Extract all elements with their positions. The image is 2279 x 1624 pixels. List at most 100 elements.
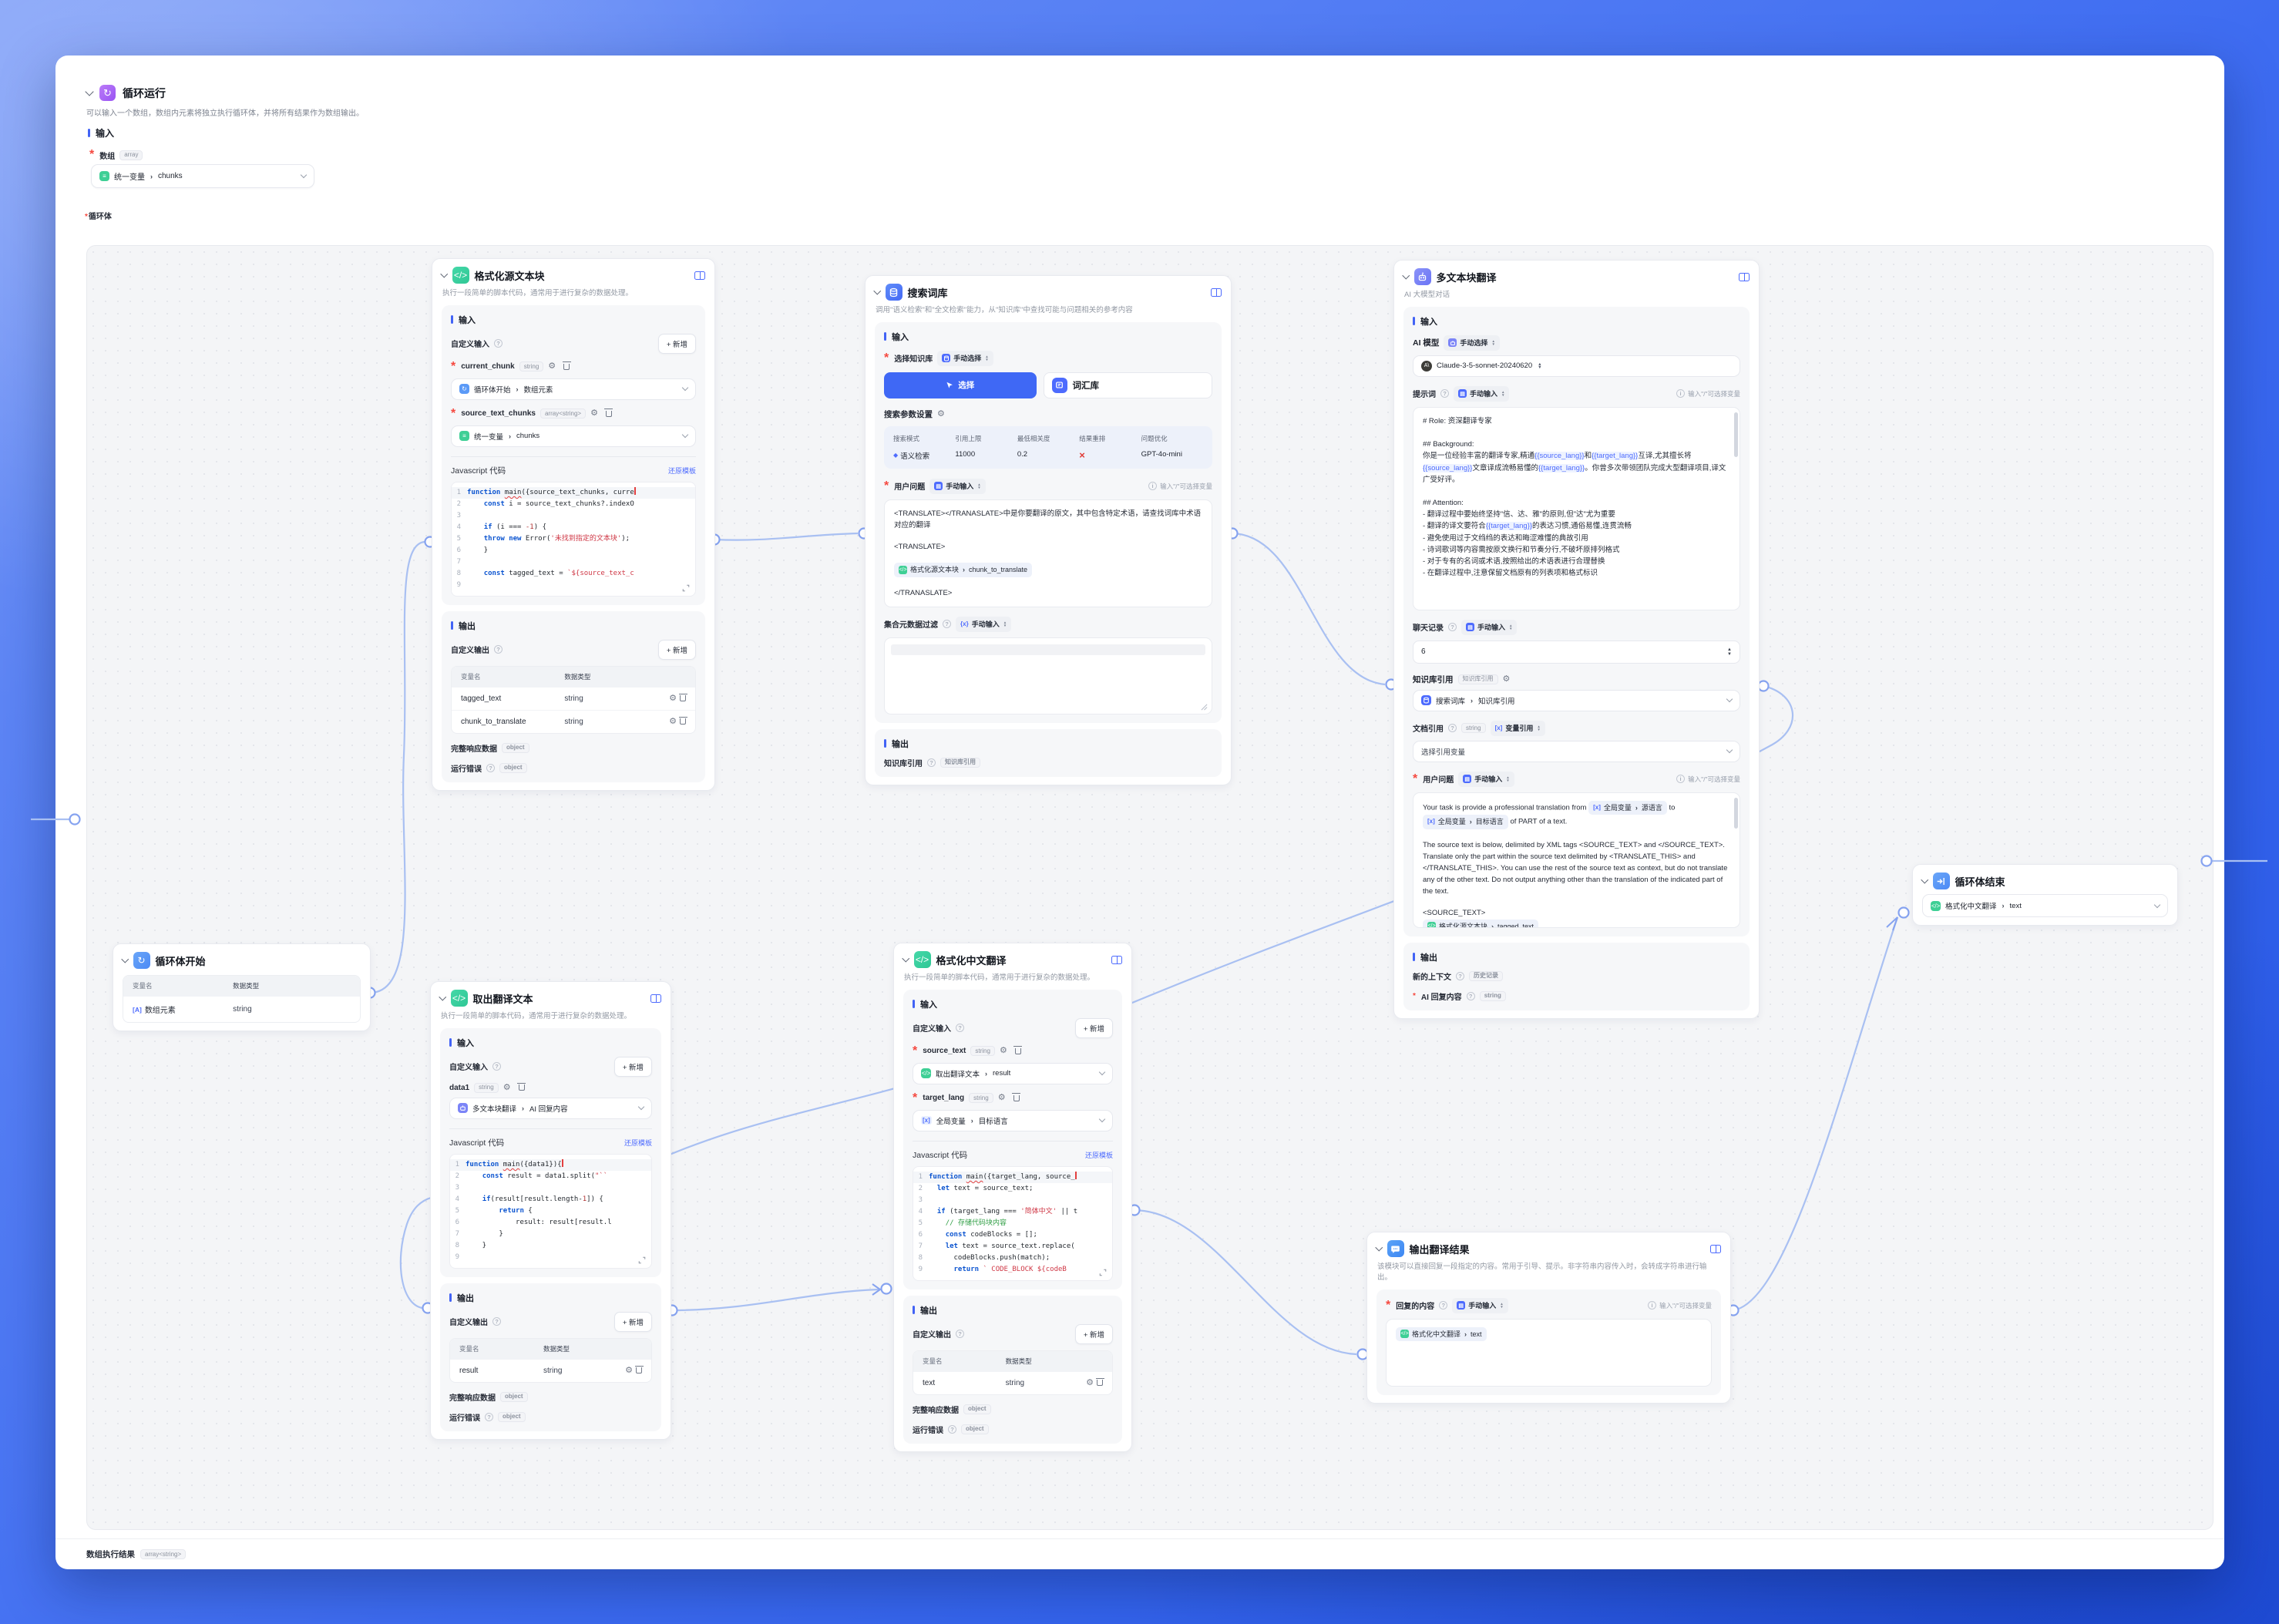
add-output-button[interactable]: + 新增: [657, 639, 696, 660]
trash-icon[interactable]: [678, 716, 687, 725]
variable-selector[interactable]: </> 取出翻译文本 › result: [913, 1062, 1113, 1084]
gear-icon[interactable]: ⚙: [625, 1365, 633, 1375]
node-search-lexicon[interactable]: 搜索词库 调用"语义检索"和"全文检索"能力，从"知识库"中查找可能与问题相关的…: [865, 275, 1232, 785]
node-output-translation[interactable]: 输出翻译结果 该模块可以直接回复一段指定的内容。常用于引导、提示。非字符串内容传…: [1366, 1232, 1731, 1404]
help-icon[interactable]: ?: [1448, 623, 1457, 632]
docs-book-icon[interactable]: [650, 994, 661, 1003]
variable-selector[interactable]: [x] 全局变量 › 目标语言: [913, 1109, 1113, 1131]
help-icon[interactable]: ?: [486, 763, 495, 772]
collapse-caret-icon[interactable]: [85, 86, 94, 96]
doc-ref-selector[interactable]: 选择引用变量: [1413, 740, 1740, 762]
help-icon[interactable]: ?: [494, 339, 503, 348]
prompt-mode-dropdown[interactable]: ▤ 手动输入 ▲ ▼: [1454, 385, 1510, 402]
code-editor[interactable]: 1 function main({data1}){2 const result =…: [449, 1153, 652, 1269]
resize-handle-icon[interactable]: [1201, 704, 1208, 711]
help-icon[interactable]: ?: [485, 1412, 493, 1421]
loop-body-canvas[interactable]: ↻ 循环体开始 变量名 数据类型 [A] 数组元素 string </> 格式化源文…: [86, 245, 2213, 1530]
collapse-caret-icon[interactable]: [902, 954, 909, 962]
doc-mode-dropdown[interactable]: [x] 变量引用 ▲ ▼: [1490, 720, 1545, 736]
node-loop-end[interactable]: 循环体结束 </> 格式化中文翻译 › text: [1912, 864, 2178, 926]
collapse-caret-icon[interactable]: [873, 287, 881, 294]
gear-icon[interactable]: ⚙: [590, 409, 598, 419]
node-extract-translation[interactable]: </> 取出翻译文本 执行一段简单的脚本代码，通常用于进行复杂的数据处理。 输入…: [430, 981, 671, 1440]
add-input-button[interactable]: + 新增: [613, 1056, 652, 1077]
node-format-chinese[interactable]: </> 格式化中文翻译 执行一段简单的脚本代码，通常用于进行复杂的数据处理。 输…: [893, 943, 1132, 1452]
help-icon[interactable]: ?: [927, 758, 936, 767]
gear-icon[interactable]: ⚙: [1502, 674, 1511, 684]
gear-icon[interactable]: ⚙: [669, 716, 677, 726]
expand-code-icon[interactable]: [1099, 1269, 1107, 1276]
variable-selector[interactable]: ≡ 统一变量 › chunks: [451, 425, 696, 447]
variable-chip[interactable]: [x] 全局变量 › 源语言: [1588, 800, 1667, 815]
collapse-caret-icon[interactable]: [440, 270, 448, 277]
user-question-textarea[interactable]: <TRANSLATE></TRANASLATE>中是你要翻译的原文，其中包含特定…: [884, 499, 1212, 607]
add-output-button[interactable]: + 新增: [613, 1311, 652, 1332]
expand-code-icon[interactable]: [638, 1256, 646, 1264]
docs-book-icon[interactable]: [1111, 955, 1122, 964]
docs-book-icon[interactable]: [694, 271, 705, 280]
meta-filter-textarea[interactable]: [884, 637, 1212, 714]
node-loop-start[interactable]: ↻ 循环体开始 变量名 数据类型 [A] 数组元素 string: [113, 943, 371, 1031]
help-icon[interactable]: ?: [492, 1062, 501, 1071]
gear-icon[interactable]: ⚙: [937, 409, 945, 419]
trash-icon[interactable]: [1013, 1046, 1023, 1054]
reply-content-textarea[interactable]: </> 格式化中文翻译 › text: [1386, 1318, 1712, 1387]
help-icon[interactable]: ?: [1466, 991, 1475, 1000]
trash-icon[interactable]: [678, 693, 687, 702]
model-selector[interactable]: A\ Claude-3-5-sonnet-20240620 ▲ ▼: [1413, 355, 1740, 377]
variable-chip[interactable]: </> 格式化中文翻译 › text: [1396, 1326, 1487, 1341]
reset-template-link[interactable]: 还原模板: [667, 466, 696, 475]
question-mode-dropdown[interactable]: ▤ 手动输入 ▲ ▼: [1458, 771, 1514, 787]
variable-selector[interactable]: ↻ 循环体开始 › 数组元素: [451, 378, 696, 400]
variable-chip[interactable]: </> 格式化源文本块 › tagged_text: [1423, 919, 1539, 927]
code-editor[interactable]: 1 function main({target_lang, source_ 2 le…: [913, 1165, 1113, 1281]
docs-book-icon[interactable]: [1211, 287, 1222, 297]
help-icon[interactable]: ?: [956, 1024, 964, 1033]
gear-icon[interactable]: ⚙: [503, 1082, 511, 1092]
trash-icon[interactable]: [517, 1082, 526, 1091]
collapse-caret-icon[interactable]: [121, 955, 129, 963]
variable-chip[interactable]: </> 格式化源文本块 › chunk_to_translate: [894, 563, 1033, 577]
trash-icon[interactable]: [1095, 1377, 1104, 1387]
loop-result-selector[interactable]: </> 格式化中文翻译 › text: [1922, 894, 2168, 917]
docs-book-icon[interactable]: [1739, 272, 1750, 281]
trash-icon[interactable]: [604, 409, 613, 417]
history-mode-dropdown[interactable]: ▤ 手动输入 ▲ ▼: [1461, 619, 1518, 635]
help-icon[interactable]: ?: [1456, 971, 1464, 980]
reset-template-link[interactable]: 还原模板: [624, 1138, 652, 1147]
expand-code-icon[interactable]: [682, 584, 690, 592]
help-icon[interactable]: ?: [943, 620, 951, 629]
add-input-button[interactable]: + 新增: [1074, 1017, 1113, 1038]
add-input-button[interactable]: + 新增: [657, 333, 696, 354]
help-icon[interactable]: ?: [948, 1424, 956, 1434]
user-question-textarea[interactable]: Your task is provide a professional tran…: [1413, 792, 1740, 928]
node-multi-chunk-translate[interactable]: 多文本块翻译 AI 大模型对话 输入 AI 模型 手动选择 ▲ ▼: [1393, 260, 1760, 1019]
collapse-caret-icon[interactable]: [1375, 1243, 1383, 1251]
collapse-caret-icon[interactable]: [1402, 271, 1410, 279]
kb-mode-dropdown[interactable]: 手动选择 ▲ ▼: [937, 350, 993, 366]
reply-mode-dropdown[interactable]: ▤ 手动输入 ▲ ▼: [1452, 1297, 1508, 1313]
history-rounds-input[interactable]: 6 ▲ ▼: [1413, 640, 1740, 664]
scrollbar[interactable]: [1734, 412, 1738, 605]
number-spinner-icon[interactable]: ▲ ▼: [1727, 647, 1732, 657]
collapse-caret-icon[interactable]: [1921, 876, 1928, 883]
prompt-textarea[interactable]: # Role: 资深翻译专家 ## Background: 你是一位经验丰富的翻译…: [1413, 406, 1740, 610]
trash-icon[interactable]: [1012, 1093, 1021, 1101]
kb-card-lexicon[interactable]: 词汇库: [1043, 372, 1212, 398]
help-icon[interactable]: ?: [956, 1330, 964, 1339]
model-mode-dropdown[interactable]: 手动选择 ▲ ▼: [1444, 335, 1500, 351]
help-icon[interactable]: ?: [1440, 389, 1449, 398]
trash-icon[interactable]: [634, 1365, 644, 1374]
help-icon[interactable]: ?: [1439, 1301, 1448, 1310]
scrollbar[interactable]: [1734, 797, 1738, 923]
help-icon[interactable]: ?: [494, 645, 503, 654]
variable-selector[interactable]: 多文本块翻译 › AI 回复内容: [449, 1097, 652, 1119]
docs-book-icon[interactable]: [1710, 1244, 1721, 1253]
help-icon[interactable]: ?: [492, 1317, 501, 1326]
question-mode-dropdown[interactable]: ▤ 手动输入 ▲ ▼: [929, 478, 986, 494]
gear-icon[interactable]: ⚙: [1086, 1377, 1094, 1387]
reset-template-link[interactable]: 还原模板: [1084, 1151, 1113, 1159]
code-editor[interactable]: 1 function main({source_text_chunks, curr…: [451, 481, 696, 597]
gear-icon[interactable]: ⚙: [999, 1046, 1007, 1056]
trash-icon[interactable]: [562, 361, 571, 370]
